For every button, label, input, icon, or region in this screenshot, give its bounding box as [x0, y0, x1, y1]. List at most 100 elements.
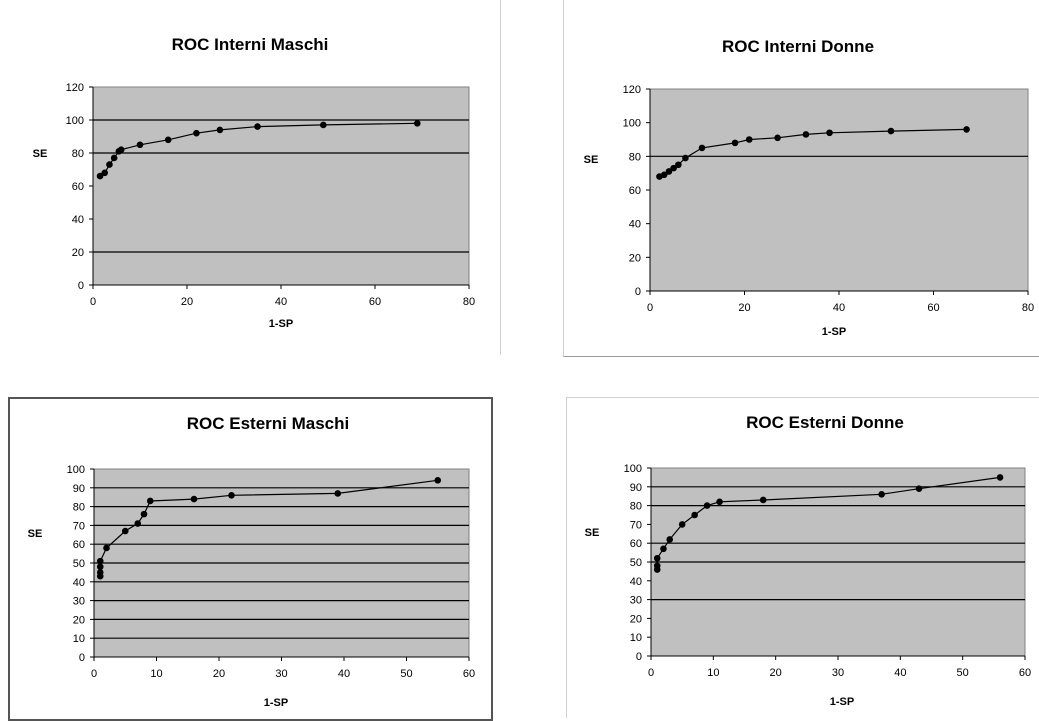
y-tick-label: 70: [73, 520, 85, 532]
data-point: [759, 496, 767, 504]
data-point: [963, 126, 970, 133]
data-point: [996, 474, 1004, 481]
x-tick-label: 0: [91, 668, 97, 680]
x-tick-label: 0: [90, 296, 96, 308]
y-axis-label: SE: [28, 528, 43, 540]
y-axis-label: SE: [584, 154, 599, 166]
x-tick-label: 20: [213, 668, 225, 680]
data-point: [653, 554, 661, 562]
chart-roc-esterni-donne: 0 10 20 30 40 50 60 70 80 90 100 0 10 20 30 40 50 60 ROC E…: [585, 413, 1031, 708]
y-tick-label: 100: [67, 464, 85, 476]
y-tick-label: 10: [73, 633, 85, 645]
y-tick-label: 80: [630, 501, 642, 513]
x-tick-label: 20: [181, 296, 193, 308]
data-point: [121, 527, 129, 535]
chart-title: ROC Esterni Maschi: [187, 414, 350, 433]
plot-area: [92, 86, 470, 286]
y-tick-label: 40: [630, 576, 642, 588]
data-point: [666, 536, 673, 543]
y-tick-label: 60: [630, 538, 642, 550]
chart-title: ROC Interni Donne: [722, 37, 874, 56]
data-point: [146, 497, 154, 505]
chart-roc-interni-donne: 0 20 40 60 80 100 120 0 20 40 60 80 ROC Interni Donn…: [584, 37, 1034, 338]
data-point: [110, 154, 118, 162]
y-tick-label: 0: [79, 652, 85, 664]
y-tick-label: 40: [72, 214, 84, 226]
y-tick-label: 30: [630, 595, 642, 607]
y-tick-label: 100: [623, 118, 641, 130]
chart-title: ROC Interni Maschi: [172, 35, 329, 54]
x-tick-label: 0: [648, 667, 654, 679]
y-tick-label: 20: [630, 613, 642, 625]
data-point: [691, 511, 698, 519]
data-point: [731, 139, 739, 147]
x-axis-label: 1-SP: [269, 318, 293, 330]
y-tick-label: 60: [629, 185, 641, 197]
data-point: [254, 123, 261, 130]
y-tick-label: 50: [630, 557, 642, 569]
x-axis-label: 1-SP: [822, 326, 846, 338]
y-tick-label: 60: [73, 539, 85, 551]
data-point: [774, 134, 781, 142]
x-tick-label: 10: [150, 668, 162, 680]
data-point: [216, 126, 224, 134]
x-tick-label: 60: [369, 296, 381, 308]
data-point: [103, 544, 110, 552]
x-axis-label: 1-SP: [830, 696, 854, 708]
data-point: [193, 129, 200, 137]
chart-roc-interni-maschi: 0 20 40 60 80 100 120 0 20 40 60 80 ROC Interni Masc…: [33, 35, 475, 330]
data-point: [134, 520, 142, 527]
data-point: [334, 490, 342, 497]
data-point: [414, 120, 421, 127]
x-tick-label: 0: [647, 302, 653, 314]
data-point: [826, 129, 833, 137]
data-point: [682, 154, 689, 162]
plot-area: [649, 88, 1029, 292]
x-tick-label: 20: [770, 667, 782, 679]
y-tick-label: 70: [630, 519, 642, 531]
data-point: [140, 510, 148, 518]
y-tick-label: 0: [636, 651, 642, 663]
y-tick-label: 100: [624, 463, 642, 475]
y-tick-label: 80: [72, 148, 84, 160]
data-point: [96, 557, 104, 565]
data-point: [670, 164, 677, 172]
data-point: [136, 141, 144, 149]
chart-panel-roc-esterni-maschi: 0 10 20 30 40 50 60 70 80 90 100 0 10 20 30 40 50 60 ROC E…: [8, 397, 493, 721]
x-tick-label: 40: [894, 667, 906, 679]
data-point: [698, 144, 706, 152]
y-tick-label: 90: [630, 482, 642, 494]
data-point: [915, 485, 923, 492]
y-tick-label: 0: [635, 286, 641, 298]
data-point: [320, 121, 327, 129]
y-tick-label: 20: [72, 247, 84, 259]
y-tick-label: 120: [623, 84, 641, 96]
y-tick-label: 20: [629, 252, 641, 264]
x-tick-label: 60: [463, 668, 475, 680]
data-point: [164, 136, 172, 144]
y-tick-label: 60: [72, 181, 84, 193]
x-tick-label: 80: [1022, 302, 1034, 314]
chart-title: ROC Esterni Donne: [746, 413, 904, 432]
data-point: [96, 569, 104, 576]
x-tick-label: 20: [738, 302, 750, 314]
x-tick-label: 40: [338, 668, 350, 680]
y-axis-label: SE: [585, 527, 600, 539]
y-tick-label: 80: [629, 151, 641, 163]
y-tick-label: 100: [66, 115, 84, 127]
x-axis-label: 1-SP: [264, 697, 288, 709]
chart-panel-roc-esterni-donne: 0 10 20 30 40 50 60 70 80 90 100 0 10 20 30 40 50 60 ROC E…: [566, 397, 1039, 718]
chart-roc-esterni-maschi: 0 10 20 30 40 50 60 70 80 90 100 0 10 20 30 40 50 60 ROC E…: [28, 414, 475, 709]
y-axis-label: SE: [33, 148, 48, 160]
y-tick-label: 120: [66, 82, 84, 94]
data-point: [106, 161, 113, 168]
x-tick-label: 50: [957, 667, 969, 679]
chart-panel-roc-interni-maschi: 0 20 40 60 80 100 120 0 20 40 60 80 ROC Interni Masc…: [0, 0, 501, 355]
y-tick-label: 50: [73, 558, 85, 570]
x-tick-label: 10: [707, 667, 719, 679]
data-point: [434, 476, 442, 484]
x-tick-label: 60: [1019, 667, 1031, 679]
x-tick-label: 30: [832, 667, 844, 679]
data-point: [653, 562, 661, 570]
data-point: [660, 545, 667, 553]
